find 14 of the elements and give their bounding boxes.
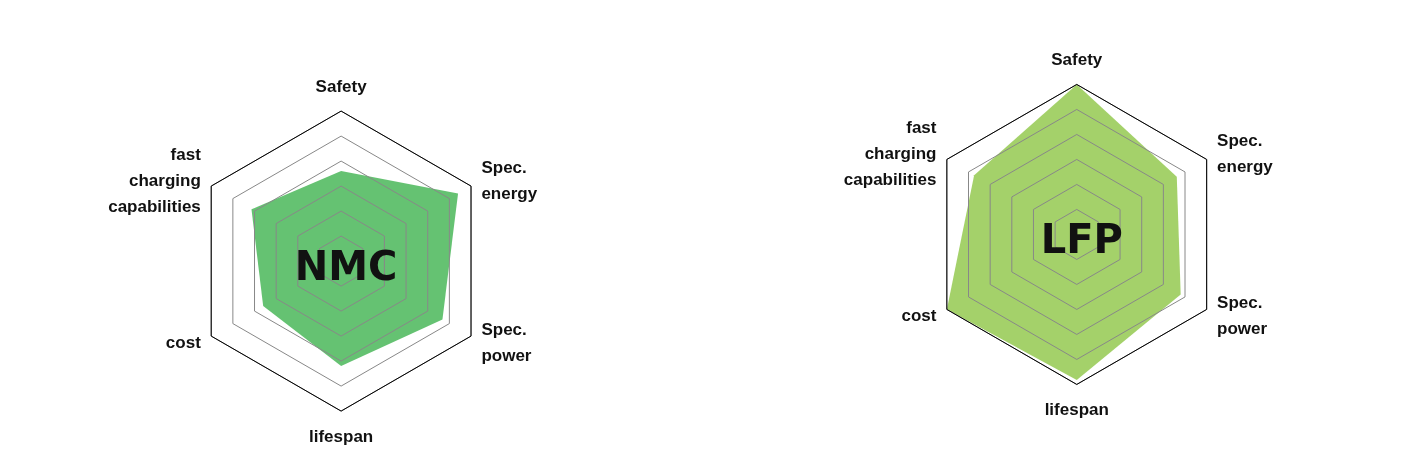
spoke-label: Spec. energy (1217, 130, 1274, 176)
spoke-label: cost (165, 332, 202, 352)
spoke-label: Spec. energy (481, 157, 538, 203)
text: NMC (294, 243, 398, 290)
spoke-label: fast charging capabilities (108, 144, 202, 216)
spoke-label: Safety (315, 76, 368, 96)
spoke-label: Spec. power (481, 319, 532, 365)
spoke-label: Safety (1051, 49, 1103, 69)
spoke-label: cost (901, 305, 937, 325)
spoke-label: lifespan (1044, 399, 1109, 419)
spoke-label: fast charging capabilities (843, 117, 937, 189)
spoke-label: Spec. power (1217, 292, 1268, 338)
spoke-label: lifespan (308, 426, 374, 446)
text: LFP (1040, 216, 1123, 263)
